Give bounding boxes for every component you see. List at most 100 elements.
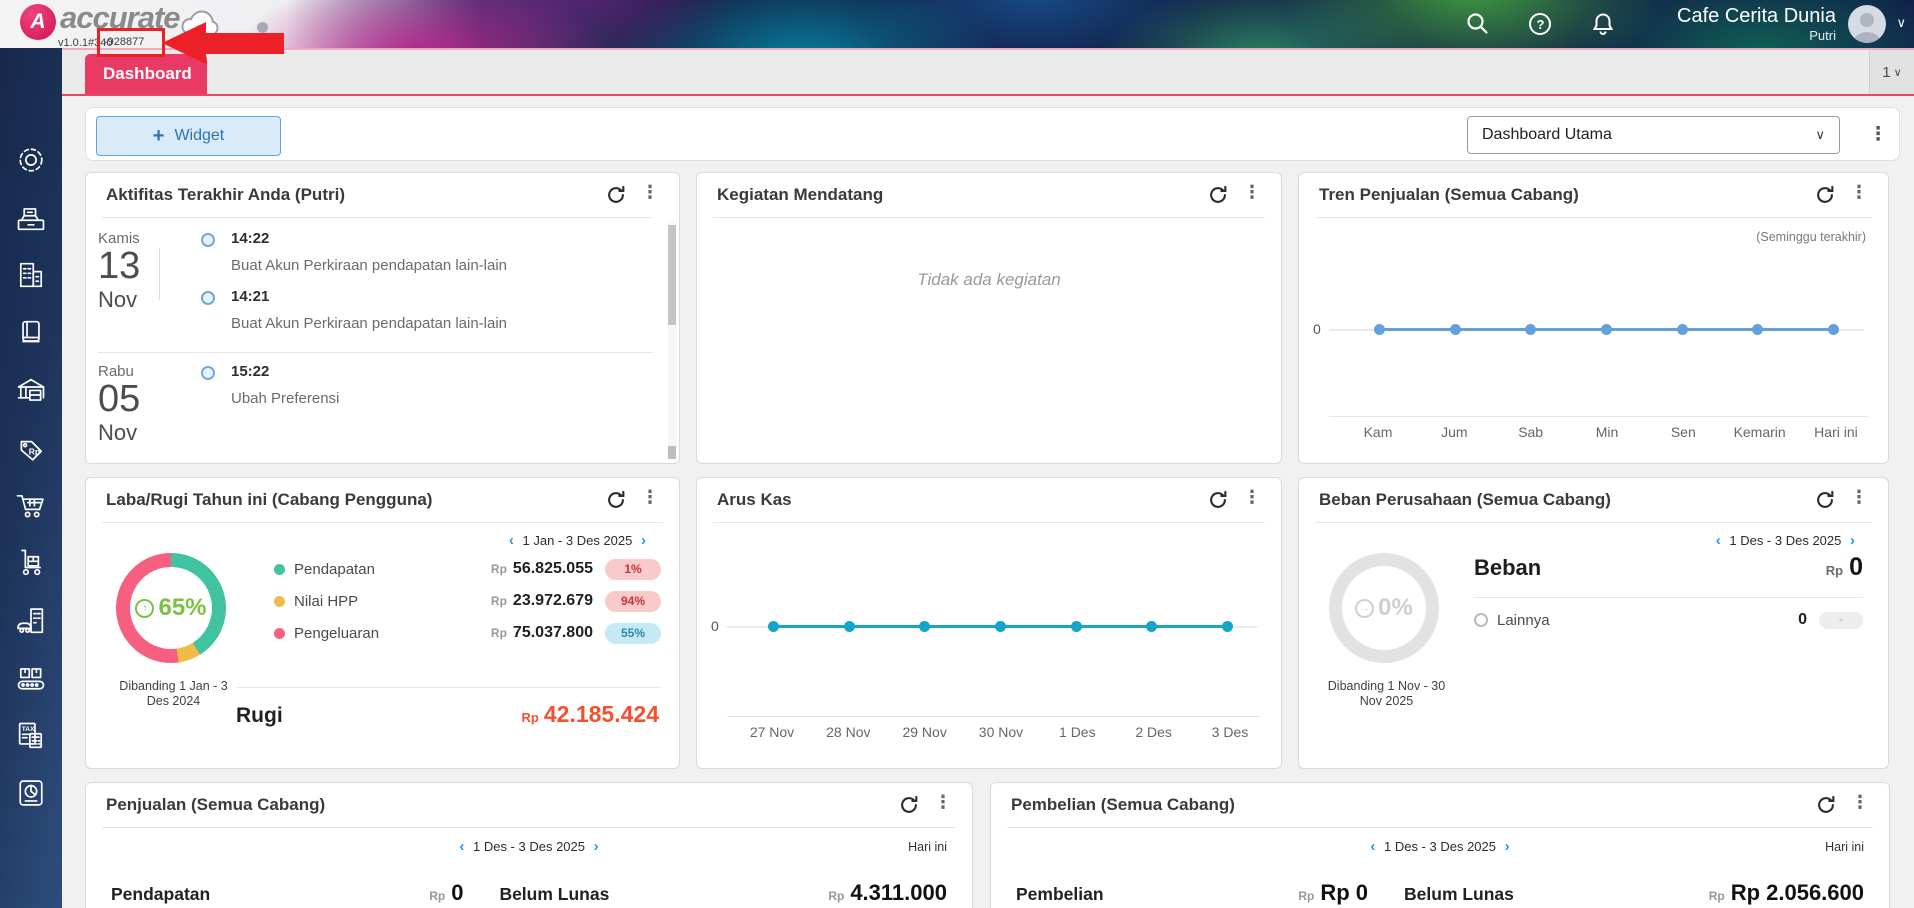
activity-day: Kamis xyxy=(98,230,140,247)
activity-time: 15:22 xyxy=(231,363,270,380)
refresh-icon[interactable] xyxy=(1814,489,1836,511)
expense-total: 0 xyxy=(1849,553,1863,581)
date-range-label: 1 Des - 3 Des 2025 xyxy=(1729,533,1842,548)
tab-counter[interactable]: 1 ∨ xyxy=(1869,50,1914,94)
cash-bank-icon[interactable] xyxy=(14,374,48,408)
sidebar-nav: Rp TAX xyxy=(0,48,62,908)
purchases-cart-icon[interactable] xyxy=(14,489,48,523)
date-range-nav: ‹ 1 Des - 3 Des 2025 › xyxy=(991,838,1889,855)
refresh-icon[interactable] xyxy=(1207,184,1229,206)
next-period-chevron-icon[interactable]: › xyxy=(593,838,599,855)
prev-period-chevron-icon[interactable]: ‹ xyxy=(1370,838,1376,855)
x-axis-line xyxy=(727,716,1261,717)
company-block[interactable]: Cafe Cerita Dunia Putri xyxy=(1677,4,1836,44)
kebab-menu-icon[interactable]: ⋮ xyxy=(641,182,659,202)
sales-trend-chart: (Seminggu terakhir) 0 Kam Jum Sab Min Sen Kem… xyxy=(1299,218,1888,466)
user-name: Putri xyxy=(1809,28,1836,43)
decorative-dot xyxy=(257,22,268,33)
refresh-icon[interactable] xyxy=(1207,489,1229,511)
card-title: Beban Perusahaan (Semua Cabang) xyxy=(1319,490,1611,509)
dashboard-select[interactable]: Dashboard Utama ∨ xyxy=(1467,116,1840,154)
prev-period-chevron-icon[interactable]: ‹ xyxy=(508,532,514,549)
activity-date: 05 xyxy=(98,378,141,420)
settings-gear-icon[interactable] xyxy=(14,143,48,177)
expense-heading: Beban xyxy=(1474,555,1542,580)
prev-period-chevron-icon[interactable]: ‹ xyxy=(459,838,465,855)
date-range-label: 1 Jan - 3 Des 2025 xyxy=(522,533,633,548)
profile-chevron-down-icon[interactable]: ∨ xyxy=(1896,15,1906,30)
activity-entry[interactable]: 15:22 Ubah Preferensi xyxy=(201,363,679,407)
refresh-icon[interactable] xyxy=(605,489,627,511)
card-scrollbar[interactable] xyxy=(668,221,676,459)
accurate-logo-icon[interactable]: A xyxy=(20,4,56,40)
group-divider xyxy=(98,352,653,353)
legend-row-pendapatan: Pendapatan Rp 56.825.055 1% xyxy=(274,553,661,585)
activity-month: Nov xyxy=(98,286,138,312)
notification-bell-icon[interactable] xyxy=(1589,10,1617,38)
prev-period-chevron-icon[interactable]: ‹ xyxy=(1715,532,1721,549)
expense-heading-row: Beban Rp 0 xyxy=(1474,553,1863,581)
activity-entry[interactable]: 14:21 Buat Akun Perkiraan pendapatan lai… xyxy=(201,288,679,332)
card-tren-penjualan: Tren Penjualan (Semua Cabang) ⋮ (Semingg… xyxy=(1298,172,1889,464)
card-laba-rugi: Laba/Rugi Tahun ini (Cabang Pengguna) ⋮ … xyxy=(85,477,680,769)
svg-text:TAX: TAX xyxy=(22,726,35,733)
tax-document-icon[interactable]: TAX xyxy=(14,719,48,753)
card-aktifitas-terakhir: Aktifitas Terakhir Anda (Putri) ⋮ Kamis … xyxy=(85,172,680,464)
help-icon[interactable]: ? xyxy=(1526,10,1554,38)
refresh-icon[interactable] xyxy=(1814,184,1836,206)
refresh-icon[interactable] xyxy=(1815,794,1837,816)
timeline-dot-icon xyxy=(201,291,215,305)
fixed-assets-icon[interactable] xyxy=(14,604,48,638)
next-period-chevron-icon[interactable]: › xyxy=(641,532,646,549)
result-value: 42.185.424 xyxy=(543,701,659,727)
ledger-book-icon[interactable] xyxy=(14,316,48,350)
timeline-dot-icon xyxy=(201,233,215,247)
x-axis-labels: 27 Nov 28 Nov 29 Nov 30 Nov 1 Des 2 Des 3 Des xyxy=(749,724,1249,740)
timeline-dot-icon xyxy=(201,366,215,380)
card-title: Aktifitas Terakhir Anda (Putri) xyxy=(106,185,345,204)
kebab-menu-icon[interactable]: ⋮ xyxy=(1243,487,1261,507)
legend-ring-icon xyxy=(1474,613,1488,627)
report-pie-icon[interactable] xyxy=(14,776,48,810)
toolbar-kebab-menu-icon[interactable]: ⋮ xyxy=(1868,124,1888,145)
avatar[interactable] xyxy=(1848,5,1886,43)
activity-text: Buat Akun Perkiraan pendapatan lain-lain xyxy=(231,315,508,332)
profit-loss-donut-chart: ↑ 65% xyxy=(116,553,226,663)
result-row: Rugi Rp 42.185.424 xyxy=(236,701,659,727)
inventory-handtruck-icon[interactable] xyxy=(14,546,48,580)
add-widget-button[interactable]: + Widget xyxy=(96,116,281,156)
purchase-summary-row: Pembelian Rp Rp 0 Belum Lunas Rp Rp 2.056.… xyxy=(1016,880,1864,905)
activity-time: 14:21 xyxy=(231,288,270,305)
office-building-icon[interactable] xyxy=(14,258,48,292)
trend-up-circle-icon: ↑ xyxy=(135,598,155,618)
expense-donut-chart: → 0% xyxy=(1329,553,1439,663)
kebab-menu-icon[interactable]: ⋮ xyxy=(641,487,659,507)
y-axis-tick: 0 xyxy=(711,618,719,634)
kebab-menu-icon[interactable]: ⋮ xyxy=(1851,792,1869,812)
chart-points xyxy=(768,621,1233,632)
activity-time: 14:22 xyxy=(231,230,270,247)
build-number: -928877 xyxy=(104,36,145,48)
manufacturing-conveyor-icon[interactable] xyxy=(14,661,48,695)
scrollbar-thumb[interactable] xyxy=(668,225,676,325)
tab-bar: Dashboard 1 ∨ xyxy=(62,48,1914,96)
sales-price-tag-icon[interactable]: Rp xyxy=(14,432,48,466)
kebab-menu-icon[interactable]: ⋮ xyxy=(1243,182,1261,202)
kebab-menu-icon[interactable]: ⋮ xyxy=(934,792,952,812)
activity-entry[interactable]: 14:22 Buat Akun Perkiraan pendapatan lai… xyxy=(201,230,679,274)
app-header: A accurate v1.0.1#340 -928877 ? Cafe Cer… xyxy=(0,0,1914,64)
annotation-arrow-icon xyxy=(162,22,206,64)
next-period-chevron-icon[interactable]: › xyxy=(1504,838,1510,855)
next-period-chevron-icon[interactable]: › xyxy=(1850,532,1855,549)
kebab-menu-icon[interactable]: ⋮ xyxy=(1850,182,1868,202)
result-divider xyxy=(236,687,661,688)
dashboard-select-value: Dashboard Utama xyxy=(1482,126,1612,143)
legend-dot-icon xyxy=(274,627,285,639)
refresh-icon[interactable] xyxy=(605,184,627,206)
search-icon[interactable] xyxy=(1463,10,1491,38)
refresh-icon[interactable] xyxy=(898,794,920,816)
kebab-menu-icon[interactable]: ⋮ xyxy=(1850,487,1868,507)
legend-row-pengeluaran: Pengeluaran Rp 75.037.800 55% xyxy=(274,617,661,649)
cash-register-icon[interactable] xyxy=(14,201,48,235)
